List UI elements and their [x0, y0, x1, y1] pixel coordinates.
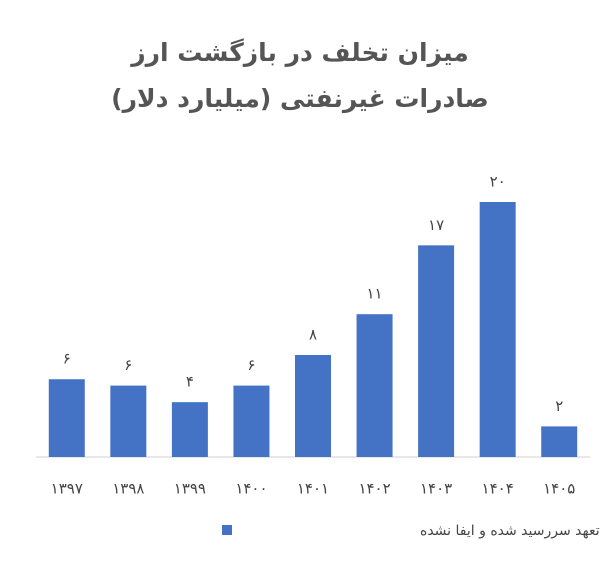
- x-tick-label: ۱۳۹۹: [174, 480, 206, 498]
- chart-title: میزان تخلف در بازگشت ارز صادرات غیرنفتی …: [111, 38, 489, 113]
- x-tick-label: ۱۴۰۰: [235, 480, 267, 498]
- bar: [479, 202, 516, 457]
- x-tick-label: ۱۳۹۸: [112, 480, 144, 498]
- data-label: ۶: [247, 356, 255, 374]
- bar: [356, 314, 393, 457]
- x-tick-label: ۱۴۰۳: [420, 480, 452, 498]
- legend-label: تعهد سررسید شده و ایفا نشده: [420, 523, 600, 539]
- bar: [541, 426, 578, 457]
- bar: [110, 385, 147, 457]
- bar: [418, 245, 455, 457]
- x-tick-label: ۱۳۹۷: [51, 480, 83, 498]
- bar: [48, 379, 85, 457]
- data-label: ۲: [555, 397, 563, 415]
- bar: [295, 355, 331, 457]
- data-label: ۲۰: [490, 173, 506, 191]
- data-label: ۱۱: [366, 285, 382, 303]
- x-tick-label: ۱۴۰۵: [543, 480, 575, 498]
- legend-swatch: [222, 525, 232, 535]
- bar: [233, 385, 270, 457]
- data-label: ۸: [309, 326, 317, 344]
- data-label: ۶: [63, 350, 71, 368]
- data-label: ۶: [124, 356, 132, 374]
- x-tick-label: ۱۴۰۴: [482, 480, 514, 498]
- bar: [171, 402, 208, 457]
- x-tick-label: ۱۴۰۱: [297, 480, 329, 498]
- x-tick-label: ۱۴۰۲: [358, 480, 390, 498]
- data-label: ۴: [186, 373, 194, 391]
- data-label: ۱۷: [428, 216, 444, 234]
